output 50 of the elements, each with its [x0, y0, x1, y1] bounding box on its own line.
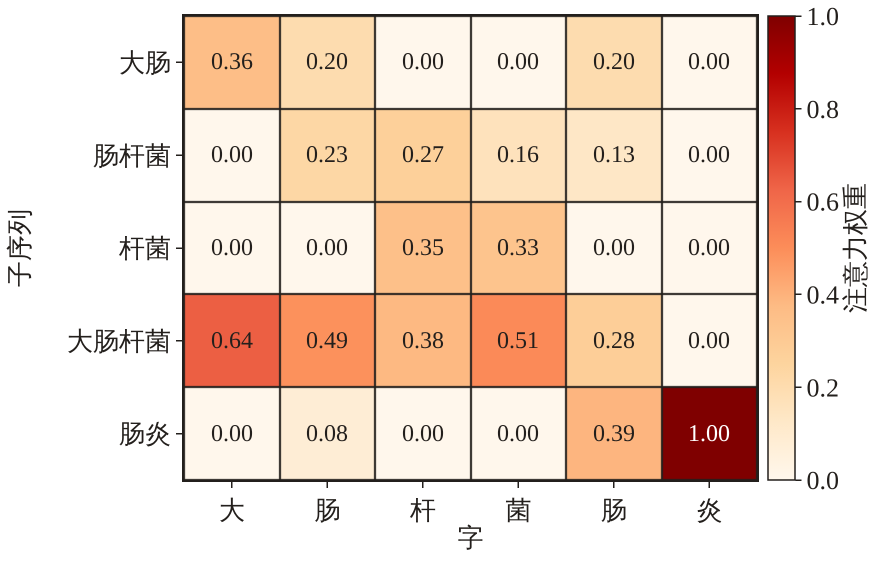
- data-label: 0.16: [497, 142, 539, 168]
- data-label: 0.00: [211, 235, 253, 261]
- data-label: 0.00: [402, 49, 444, 75]
- x-tick-label: 肠: [600, 496, 627, 526]
- data-label: 0.08: [306, 421, 348, 447]
- data-label: 0.20: [306, 49, 348, 75]
- data-label: 0.35: [402, 235, 444, 261]
- data-label: 0.00: [688, 235, 730, 261]
- data-label: 0.39: [593, 421, 635, 447]
- color-bar-label: 0.0: [806, 466, 839, 496]
- data-label: 0.33: [497, 235, 539, 261]
- data-label: 0.51: [497, 328, 539, 354]
- y-tick-label: 大肠: [118, 48, 171, 78]
- data-label: 0.27: [402, 142, 444, 168]
- data-label: 0.00: [306, 235, 348, 261]
- data-label: 0.00: [402, 421, 444, 447]
- y-tick-label: 肠炎: [118, 420, 171, 449]
- data-label: 0.28: [593, 328, 635, 354]
- color-bar-label: 0.6: [806, 188, 839, 217]
- data-label: 0.38: [402, 328, 444, 354]
- x-axis-title: 字: [458, 523, 484, 552]
- data-label: 0.00: [211, 421, 253, 447]
- color-bar-label: 0.4: [806, 280, 839, 310]
- x-tick-label: 炎: [696, 496, 722, 526]
- data-label: 0.00: [497, 421, 539, 447]
- data-label: 0.00: [688, 49, 730, 75]
- data-label: 0.00: [497, 49, 539, 75]
- y-tick-label: 大肠杆菌: [66, 326, 171, 356]
- data-label: 0.00: [593, 235, 635, 261]
- data-label: 1.00: [688, 421, 730, 447]
- data-label: 0.00: [211, 142, 253, 168]
- data-label: 0.36: [211, 49, 253, 75]
- y-tick-label: 杆菌: [118, 234, 171, 264]
- data-label: 0.64: [211, 328, 253, 354]
- x-tick-label: 杆: [408, 496, 436, 526]
- color-bar-label: 1.0: [806, 2, 839, 32]
- data-label: 0.13: [593, 142, 635, 168]
- x-tick-label: 大: [218, 496, 245, 526]
- data-label: 0.49: [306, 328, 348, 354]
- color-bar-title: 注意力权重: [840, 183, 870, 313]
- data-label: 0.00: [688, 142, 730, 168]
- x-tick-label: 肠: [314, 496, 340, 526]
- color-bar-label: 0.8: [806, 94, 839, 124]
- x-tick-label: 菌: [505, 496, 532, 526]
- y-tick-label: 肠杆菌: [92, 141, 171, 170]
- y-axis-title: 子序列: [6, 209, 35, 287]
- data-label: 0.20: [593, 49, 635, 75]
- color-bar-label: 0.2: [806, 373, 839, 402]
- data-label: 0.00: [688, 328, 730, 354]
- data-label: 0.23: [306, 142, 348, 168]
